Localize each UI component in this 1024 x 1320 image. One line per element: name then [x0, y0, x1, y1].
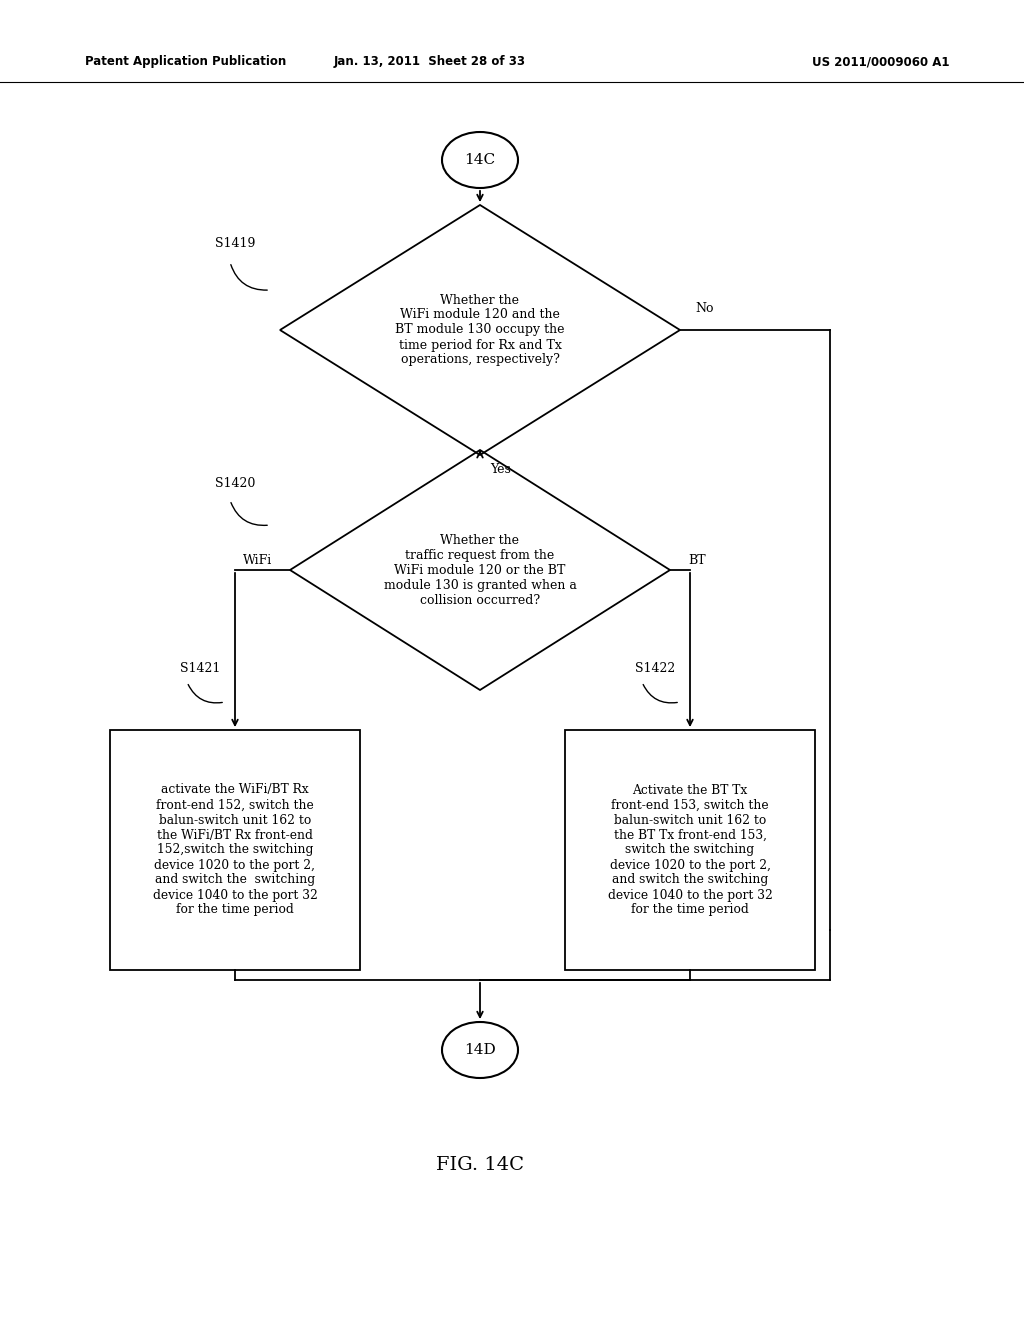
Text: activate the WiFi/BT Rx
front-end 152, switch the
balun-switch unit 162 to
the W: activate the WiFi/BT Rx front-end 152, s… [153, 784, 317, 916]
Text: Whether the
WiFi module 120 and the
BT module 130 occupy the
time period for Rx : Whether the WiFi module 120 and the BT m… [395, 293, 565, 367]
Text: BT: BT [688, 553, 706, 566]
Text: 14C: 14C [465, 153, 496, 168]
Text: S1420: S1420 [215, 477, 255, 490]
Text: WiFi: WiFi [243, 553, 272, 566]
Text: Patent Application Publication: Patent Application Publication [85, 55, 287, 69]
Text: S1419: S1419 [215, 238, 255, 249]
Text: Activate the BT Tx
front-end 153, switch the
balun-switch unit 162 to
the BT Tx : Activate the BT Tx front-end 153, switch… [607, 784, 772, 916]
Text: No: No [695, 302, 714, 315]
Text: Whether the
traffic request from the
WiFi module 120 or the BT
module 130 is gra: Whether the traffic request from the WiF… [384, 533, 577, 606]
Text: S1421: S1421 [180, 663, 220, 675]
Text: S1422: S1422 [635, 663, 675, 675]
Text: Jan. 13, 2011  Sheet 28 of 33: Jan. 13, 2011 Sheet 28 of 33 [334, 55, 526, 69]
Text: Yes: Yes [490, 463, 511, 477]
Text: US 2011/0009060 A1: US 2011/0009060 A1 [812, 55, 950, 69]
Text: FIG. 14C: FIG. 14C [436, 1156, 524, 1173]
Text: 14D: 14D [464, 1043, 496, 1057]
